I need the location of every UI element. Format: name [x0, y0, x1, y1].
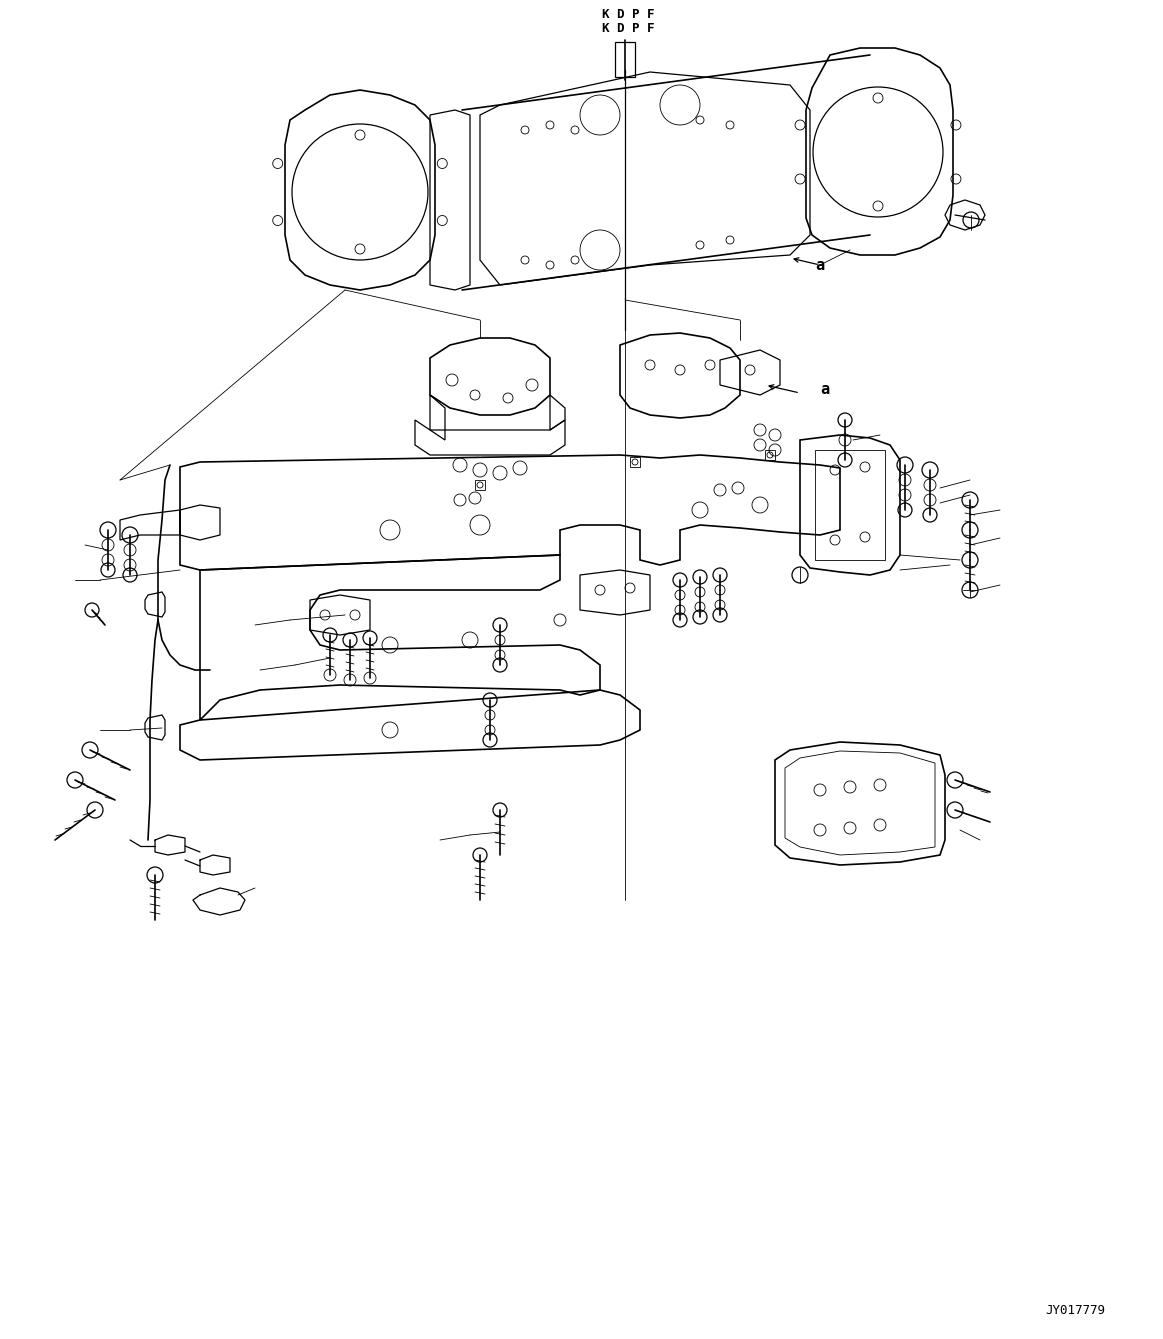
- Bar: [630, 457, 640, 467]
- Bar: [475, 479, 485, 490]
- Text: a: a: [820, 383, 829, 398]
- Bar: [615, 42, 635, 78]
- Text: a: a: [815, 257, 825, 273]
- Bar: [765, 450, 775, 461]
- Bar: [815, 450, 885, 560]
- Text: K D P F: K D P F: [601, 21, 655, 35]
- Text: K D P F: K D P F: [601, 8, 655, 20]
- Text: JY017779: JY017779: [1046, 1303, 1105, 1316]
